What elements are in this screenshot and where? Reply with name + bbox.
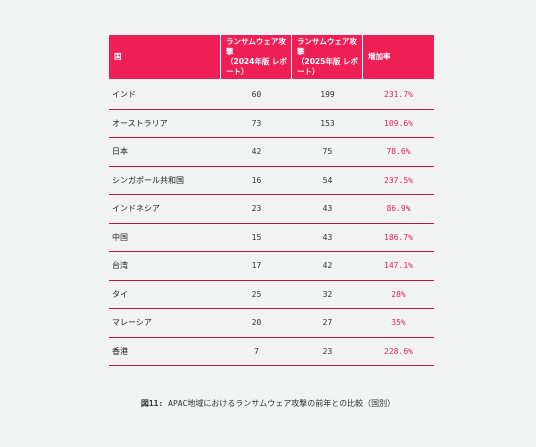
increase-cell: 147.1% — [384, 261, 413, 271]
attacks-2025-cell: 43 — [322, 204, 333, 214]
attacks-2024-cell: 42 — [251, 147, 262, 157]
attacks-2024-cell: 60 — [251, 90, 262, 100]
attacks-2024-cell: 73 — [251, 118, 262, 128]
country-cell: インドネシア — [112, 204, 160, 214]
attacks-2025-cell: 75 — [322, 147, 333, 157]
header-attacks-2024-line1: ランサムウェア攻撃 — [226, 37, 286, 56]
header-country: 国 — [109, 35, 221, 79]
country-cell: 日本 — [112, 147, 128, 157]
figure-caption-label: 図11: — [140, 399, 164, 408]
figure-caption: 図11: APAC地域におけるランサムウェア攻撃の前年との比較（国別） — [0, 398, 536, 409]
country-cell: 中国 — [112, 232, 128, 242]
increase-cell: 28% — [391, 289, 406, 299]
increase-cell: 109.6% — [384, 118, 413, 128]
table-row: インドネシア 23 43 86.9% — [109, 195, 434, 224]
table-row: 日本 42 75 78.6% — [109, 138, 434, 167]
attacks-2024-cell: 7 — [254, 346, 259, 356]
table-header: 国 ランサムウェア攻撃 （2024年版 レポート） ランサムウェア攻撃 （202… — [109, 35, 434, 79]
country-cell: オーストラリア — [112, 118, 168, 128]
table-row: インド 60 199 231.7% — [109, 81, 434, 110]
ransomware-comparison-table: 国 ランサムウェア攻撃 （2024年版 レポート） ランサムウェア攻撃 （202… — [109, 35, 434, 366]
table-row: シンガポール共和国 16 54 237.5% — [109, 167, 434, 195]
attacks-2024-cell: 23 — [251, 204, 262, 214]
header-increase: 増加率 — [363, 35, 434, 79]
increase-cell: 186.7% — [384, 232, 413, 242]
attacks-2025-cell: 32 — [322, 289, 333, 299]
increase-cell: 228.6% — [384, 346, 413, 356]
increase-cell: 86.9% — [386, 204, 411, 214]
header-attacks-2025: ランサムウェア攻撃 （2025年版 レポート） — [292, 35, 363, 79]
table-row: オーストラリア 73 153 109.6% — [109, 110, 434, 138]
country-cell: タイ — [112, 289, 128, 299]
attacks-2024-cell: 17 — [251, 261, 262, 271]
country-cell: マレーシア — [112, 318, 152, 328]
attacks-2025-cell: 54 — [322, 175, 333, 185]
header-attacks-2025-line2: （2025年版 レポート） — [297, 57, 358, 76]
country-cell: インド — [112, 90, 136, 100]
header-attacks-2024: ランサムウェア攻撃 （2024年版 レポート） — [221, 35, 292, 79]
attacks-2024-cell: 15 — [251, 232, 262, 242]
country-cell: 台湾 — [112, 261, 128, 271]
table-row: 香港 7 23 228.6% — [109, 338, 434, 366]
table-row: タイ 25 32 28% — [109, 281, 434, 309]
attacks-2025-cell: 42 — [322, 261, 333, 271]
attacks-2025-cell: 199 — [320, 90, 335, 100]
attacks-2024-cell: 16 — [251, 175, 262, 185]
table-row: マレーシア 20 27 35% — [109, 309, 434, 338]
increase-cell: 78.6% — [386, 147, 411, 157]
header-attacks-2025-line1: ランサムウェア攻撃 — [297, 37, 357, 56]
attacks-2025-cell: 27 — [322, 318, 333, 328]
attacks-2024-cell: 20 — [251, 318, 262, 328]
attacks-2025-cell: 43 — [322, 232, 333, 242]
table-row: 台湾 17 42 147.1% — [109, 252, 434, 281]
header-country-label: 国 — [114, 52, 122, 61]
attacks-2025-cell: 153 — [320, 118, 335, 128]
increase-cell: 35% — [391, 318, 406, 328]
table-row: 中国 15 43 186.7% — [109, 224, 434, 252]
attacks-2024-cell: 25 — [251, 289, 262, 299]
attacks-2025-cell: 23 — [322, 346, 333, 356]
country-cell: 香港 — [112, 346, 128, 356]
increase-cell: 231.7% — [384, 90, 413, 100]
country-cell: シンガポール共和国 — [112, 175, 184, 185]
header-increase-label: 増加率 — [368, 52, 391, 61]
figure-caption-text: APAC地域におけるランサムウェア攻撃の前年との比較（国別） — [168, 399, 396, 408]
header-attacks-2024-line2: （2024年版 レポート） — [226, 57, 287, 76]
increase-cell: 237.5% — [384, 175, 413, 185]
